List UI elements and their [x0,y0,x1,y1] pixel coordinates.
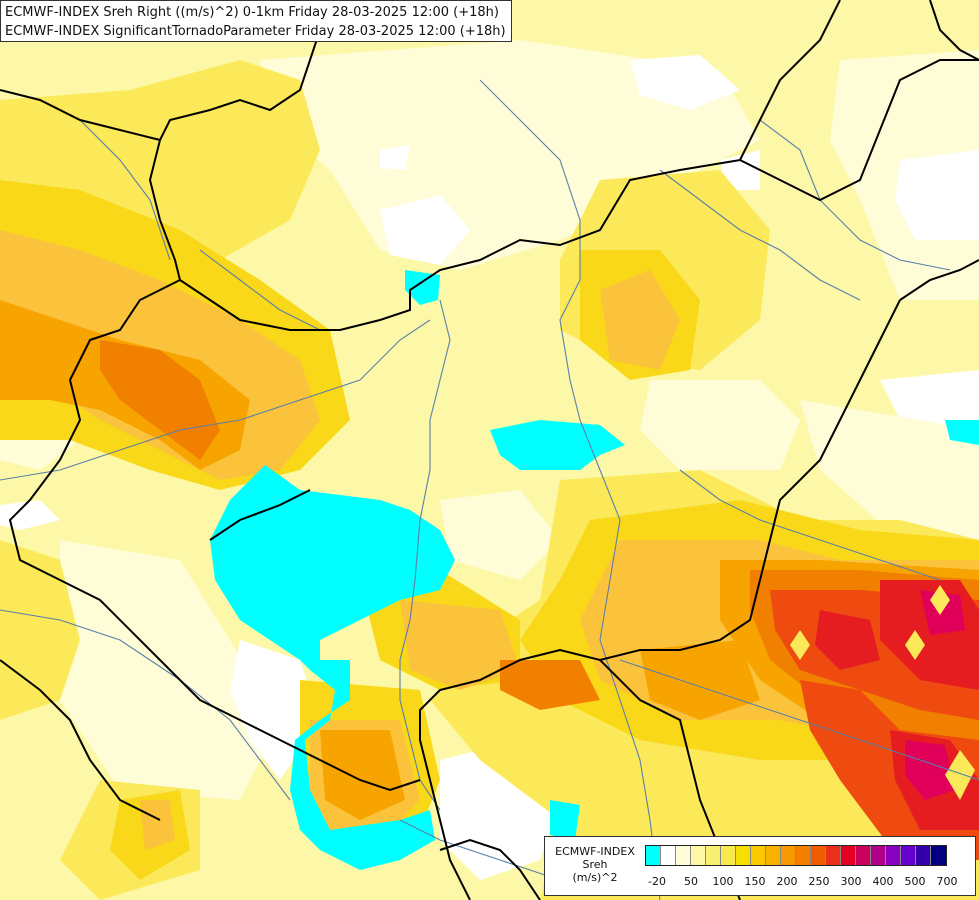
legend-tick-label: 500 [904,875,926,888]
dark-orange-area [500,660,600,710]
river [79,119,171,261]
white-area [720,150,760,190]
legend-tick-label: 100 [712,875,734,888]
border [899,259,979,301]
cyan-area [210,465,455,870]
border [0,59,979,331]
legend-swatch [766,846,781,865]
legend-swatch [841,846,856,865]
legend-swatch [691,846,706,865]
legend-tick-label: 300 [840,875,862,888]
highlight-diamond [790,630,810,660]
highlight-diamond [930,585,950,615]
legend-swatch [751,846,766,865]
highlight-diamond [905,630,925,660]
white-area [380,195,470,265]
legend-swatch [931,846,946,865]
cyan-area [405,270,440,305]
border [419,299,901,900]
light-orange-area [600,270,680,370]
map-title-line-2: ECMWF-INDEX SignificantTornadoParameter … [5,24,506,39]
orange-area [640,640,760,720]
legend-swatch [826,846,841,865]
legend-tick-label: 250 [808,875,830,888]
legend-name: ECMWF-INDEX Sreh (m/s)^2 [549,845,641,884]
rivers [0,79,979,900]
river [399,819,561,881]
white-area [630,55,740,110]
legend-swatch [646,846,661,865]
cyan-area [490,420,625,470]
pale-area [800,400,979,540]
color-legend: ECMWF-INDEX Sreh (m/s)^2 -20 50 100 150 200 2… [544,836,976,896]
light-orange-area [400,600,520,690]
river [759,119,951,271]
orange-area [320,730,405,820]
dark-orange-area [100,340,220,460]
map-title-line-1: ECMWF-INDEX Sreh Right ((m/s)^2) 0-1km F… [5,5,499,20]
legend-tick-label: 150 [744,875,766,888]
river [399,299,451,811]
legend-swatch [796,846,811,865]
legend-swatch [856,846,871,865]
river [679,469,941,581]
legend-tick-label: -20 [648,875,666,888]
legend-swatch [871,846,886,865]
river [0,319,431,481]
legend-parameter: Sreh [582,858,608,871]
border [439,838,541,900]
legend-tick-label: 200 [776,875,798,888]
pale-area [440,490,560,580]
legend-swatch [886,846,901,865]
legend-swatch [811,846,826,865]
white-area [380,145,410,170]
legend-color-bar [645,845,947,866]
pale-area [640,380,800,470]
map-title-box: ECMWF-INDEX Sreh Right ((m/s)^2) 0-1km F… [0,0,512,42]
legend-tick-label: 50 [684,875,698,888]
cyan-area [945,420,979,445]
river [659,169,861,301]
legend-tick-labels: -20 50 100 150 200 250 300 400 500 700 [645,875,975,891]
legend-model: ECMWF-INDEX [555,845,635,858]
white-area [0,500,60,530]
legend-swatch [901,846,916,865]
river [619,659,979,781]
legend-swatch [661,846,676,865]
magenta-area [905,740,955,800]
border [209,489,311,541]
legend-unit: (m/s)^2 [572,871,618,884]
legend-swatch [721,846,736,865]
legend-swatch [781,846,796,865]
white-area [895,150,979,240]
white-area [880,370,979,430]
red-area [815,610,880,670]
highlight-diamond [945,750,975,800]
river [479,79,661,900]
river [199,249,321,331]
legend-tick-label: 700 [936,875,958,888]
border [739,0,841,161]
legend-tick-label: 400 [872,875,894,888]
legend-swatch [736,846,751,865]
legend-swatch [916,846,931,865]
border [8,279,421,792]
border [0,659,161,821]
cyan-area [550,800,580,840]
legend-swatch [706,846,721,865]
legend-swatch [676,846,691,865]
light-orange-area [140,800,175,850]
border [929,0,979,61]
